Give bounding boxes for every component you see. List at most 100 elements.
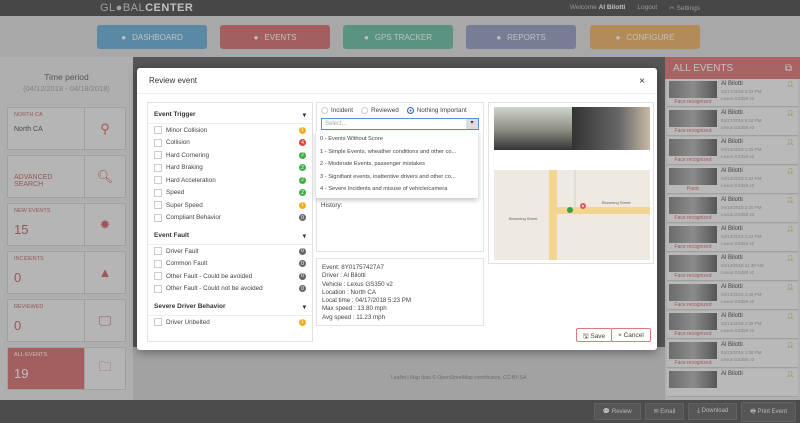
map-pin-icon[interactable]: [567, 207, 573, 213]
sidebar-card-north-ca[interactable]: NORTH CA North CA ⚲: [7, 107, 126, 150]
radio-incident[interactable]: Incident: [321, 107, 353, 114]
radio-nothing-important[interactable]: Nothing Important: [406, 107, 467, 114]
event-list-item[interactable]: Face recognized Al Bilotti 04/14/2018 2:20…: [667, 195, 798, 223]
checkbox[interactable]: [154, 163, 162, 172]
sidebar-card-advanced-search[interactable]: ADVANCED SEARCH 🔍︎: [7, 155, 126, 198]
checkbox[interactable]: [154, 138, 162, 147]
filter-item[interactable]: Other Fault - Could be avoided 0: [148, 270, 312, 283]
checkbox[interactable]: [154, 213, 162, 222]
filter-item[interactable]: Other Fault - Could not be avoided 0: [148, 283, 312, 296]
close-icon[interactable]: ×: [639, 76, 645, 87]
event-status: Face recognized: [674, 215, 712, 221]
event-list-item[interactable]: Face recognized Al Bilotti 04/14/2018 11:3…: [667, 253, 798, 281]
caret-icon[interactable]: ▾: [302, 233, 306, 240]
event-list-item[interactable]: Face recognized Al Bilotti 04/14/2018 1:44…: [667, 224, 798, 252]
copy-icon[interactable]: ⧉: [784, 63, 792, 74]
settings-link[interactable]: ✂ Settings: [669, 5, 700, 12]
score-option[interactable]: 3 - Signifiant events, inattentive drive…: [320, 173, 456, 180]
logo: GL●BALCENTER: [100, 2, 194, 14]
nav-gps-tracker[interactable]: ● GPS TRACKER: [343, 25, 453, 49]
person-icon: 👤︎: [786, 372, 794, 378]
event-time: 04/13/2018 2:39 PM: [721, 321, 762, 326]
checkbox[interactable]: [154, 151, 162, 160]
card-label: NORTH CA: [14, 112, 43, 118]
nav-events[interactable]: ● EVENTS: [220, 25, 330, 49]
event-thumbnail: [669, 371, 717, 388]
person-icon: 👤︎: [786, 169, 794, 175]
filter-item[interactable]: Compliant Behavior 0: [148, 212, 312, 225]
card-value: 0: [14, 270, 22, 285]
street-label: Browning Street: [509, 216, 538, 221]
filter-item[interactable]: Hard Braking 2: [148, 162, 312, 175]
checkbox[interactable]: [154, 318, 162, 327]
event-list-item[interactable]: Al Bilotti 👤︎: [667, 369, 798, 397]
map-pin-icon[interactable]: [580, 203, 586, 209]
sidebar-card-new-events[interactable]: NEW EVENTS 15 ✹: [7, 203, 126, 246]
filter-group-header[interactable]: Event Trigger ▾: [148, 103, 312, 124]
cancel-button[interactable]: × Cancel: [611, 328, 651, 342]
score-option[interactable]: 2 - Moderate Events, passenger mistakes: [320, 161, 425, 167]
review-button[interactable]: 💬 Review: [593, 403, 641, 420]
filter-item[interactable]: Hard Acceleration 2: [148, 174, 312, 187]
checkbox[interactable]: [154, 272, 162, 281]
event-time: 04/17/2018 5:18 PM: [721, 118, 762, 123]
score-option[interactable]: 4 - Severe Incidents and misuse of vehic…: [320, 186, 448, 192]
person-icon: 👤︎: [786, 111, 794, 117]
filter-item[interactable]: Speed 2: [148, 187, 312, 200]
map-attribution[interactable]: Leaflet | Map data © OpenStreetMap contr…: [391, 375, 527, 381]
filter-item[interactable]: Minor Collision 1: [148, 124, 312, 137]
event-list-item[interactable]: Face recognized Al Bilotti 04/13/2018 2:39…: [667, 311, 798, 339]
event-list-item[interactable]: Face recognized Al Bilotti 04/15/2018 1:25…: [667, 137, 798, 165]
detail-line: Vehicle : Lexus GS350 v2: [322, 280, 393, 288]
filter-group-header[interactable]: Event Fault ▾: [148, 224, 312, 245]
event-list-item[interactable]: Face recognized Al Bilotti 04/17/2018 5:23…: [667, 79, 798, 107]
caret-icon[interactable]: ▾: [302, 112, 306, 119]
person-icon: 👤︎: [786, 82, 794, 88]
filter-item[interactable]: Common Fault 0: [148, 258, 312, 271]
score-select[interactable]: Select... ▾: [321, 118, 479, 131]
sidebar-card-incidents[interactable]: INCIDENTS 0 ▲: [7, 251, 126, 294]
sidebar-card-reviewed[interactable]: REVIEWED 0 🖵: [7, 299, 126, 342]
download-button[interactable]: ⤓ Download: [688, 403, 738, 420]
radio-reviewed[interactable]: Reviewed: [361, 107, 399, 114]
person-icon: 👤︎: [786, 140, 794, 146]
chevron-down-icon[interactable]: ▾: [466, 119, 478, 130]
checkbox[interactable]: [154, 188, 162, 197]
card-value[interactable]: North CA: [14, 126, 43, 133]
map[interactable]: Browning Street Browning Street: [494, 170, 650, 260]
filter-item[interactable]: Hard Cornering 2: [148, 149, 312, 162]
nav-configure[interactable]: ● CONFIGURE: [590, 25, 700, 49]
checkbox[interactable]: [154, 176, 162, 185]
filter-item[interactable]: Collision 4: [148, 137, 312, 150]
sidebar-card-all-events[interactable]: ALL EVENTS 19 🗀: [7, 347, 126, 390]
event-list-item[interactable]: Panic Al Bilotti 04/14/2018 2:34 PM Lexus G…: [667, 166, 798, 194]
time-period[interactable]: Time period (04/12/2018 - 04/18/2018): [23, 72, 110, 93]
search-icon: 🔍︎: [96, 168, 114, 184]
checkbox[interactable]: [154, 247, 162, 256]
event-list-item[interactable]: Face recognized Al Bilotti 04/13/2018 1:28…: [667, 340, 798, 368]
checkbox[interactable]: [154, 126, 162, 135]
filter-group-header[interactable]: Severe Driver Behavior ▾: [148, 295, 312, 316]
email-button[interactable]: ✉ Email: [644, 403, 685, 420]
checkbox[interactable]: [154, 284, 162, 293]
checkbox[interactable]: [154, 201, 162, 210]
filter-item[interactable]: Driver Fault 0: [148, 245, 312, 258]
filter-item[interactable]: Driver Unbelted 1: [148, 316, 312, 329]
card-value: 0: [14, 318, 22, 333]
event-list-item[interactable]: Face recognized Al Bilotti 04/13/2018 2:46…: [667, 282, 798, 310]
score-option[interactable]: 1 - Simple Events, wheather conditions a…: [320, 148, 457, 155]
nav-dashboard[interactable]: ● DASHBOARD: [97, 25, 207, 49]
print-button[interactable]: 🖶 Print Event: [741, 401, 796, 422]
filter-item[interactable]: Super Speed 1: [148, 199, 312, 212]
nav-label: REPORTS: [507, 32, 546, 42]
caret-icon[interactable]: ▾: [302, 304, 306, 311]
logout-link[interactable]: Logout: [637, 4, 658, 11]
event-vehicle: Lexus GS350 v2: [721, 299, 755, 304]
nav-reports[interactable]: ● REPORTS: [466, 25, 576, 49]
event-list-item[interactable]: Face recognized Al Bilotti 04/17/2018 5:18…: [667, 108, 798, 136]
score-option[interactable]: 0 - Events Without Score: [320, 136, 383, 142]
checkbox[interactable]: [154, 259, 162, 268]
save-button[interactable]: 🖫 Save: [576, 328, 613, 342]
event-thumbnail: [669, 81, 717, 98]
video-thumbnail[interactable]: [494, 107, 650, 150]
